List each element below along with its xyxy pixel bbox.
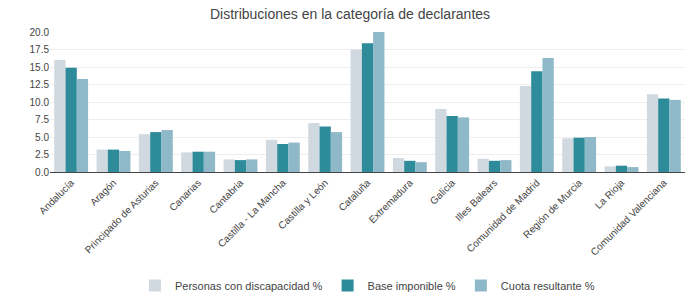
- svg-text:7.5: 7.5: [35, 114, 49, 125]
- svg-text:17.5: 17.5: [30, 44, 50, 55]
- svg-text:Cuota resultante %: Cuota resultante %: [501, 280, 595, 292]
- svg-text:Comunidad Valenciana: Comunidad Valenciana: [588, 177, 669, 258]
- svg-text:Extremadura: Extremadura: [367, 177, 416, 226]
- svg-text:Comunidad de Madrid: Comunidad de Madrid: [464, 177, 541, 254]
- svg-text:Base imponible %: Base imponible %: [368, 280, 456, 292]
- svg-text:Castilla - La Mancha: Castilla - La Mancha: [216, 177, 289, 250]
- svg-text:Andalucía: Andalucía: [37, 177, 77, 217]
- svg-text:Distribuciones en la categoría: Distribuciones en la categoría de declar…: [210, 6, 490, 22]
- svg-text:0.0: 0.0: [35, 167, 49, 178]
- svg-text:Principado de Asturias: Principado de Asturias: [83, 177, 161, 255]
- svg-text:Galicia: Galicia: [428, 177, 458, 207]
- svg-text:La Rioja: La Rioja: [593, 177, 627, 211]
- svg-text:Aragón: Aragón: [88, 177, 119, 208]
- svg-text:10.0: 10.0: [30, 97, 50, 108]
- svg-text:Cantabria: Cantabria: [207, 177, 246, 216]
- svg-text:2.5: 2.5: [35, 149, 49, 160]
- svg-text:Cataluña: Cataluña: [336, 177, 372, 213]
- svg-text:Castilla y León: Castilla y León: [276, 177, 330, 231]
- svg-text:15.0: 15.0: [30, 62, 50, 73]
- svg-text:Región de Murcia: Región de Murcia: [521, 177, 585, 241]
- svg-text:Illes Balears: Illes Balears: [453, 177, 499, 223]
- svg-text:20.0: 20.0: [30, 27, 50, 38]
- svg-text:Personas con discapacidad %: Personas con discapacidad %: [175, 280, 323, 292]
- svg-text:5.0: 5.0: [35, 132, 49, 143]
- svg-text:12.5: 12.5: [30, 79, 50, 90]
- svg-text:Canarias: Canarias: [167, 177, 203, 213]
